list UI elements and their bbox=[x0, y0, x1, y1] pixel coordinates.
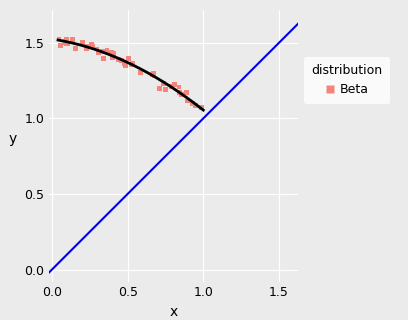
Point bbox=[168, 84, 174, 89]
Point bbox=[80, 40, 86, 45]
Point bbox=[149, 72, 155, 77]
Point bbox=[83, 44, 89, 49]
Point bbox=[129, 62, 135, 67]
Point bbox=[108, 50, 115, 55]
Point bbox=[115, 57, 122, 62]
Point bbox=[109, 56, 116, 61]
Point bbox=[129, 61, 136, 66]
Point bbox=[192, 103, 199, 108]
Y-axis label: y: y bbox=[9, 132, 17, 146]
Point bbox=[118, 58, 125, 63]
Point bbox=[160, 81, 167, 86]
Point bbox=[58, 43, 64, 48]
Legend: Beta: Beta bbox=[304, 57, 390, 104]
Point bbox=[89, 44, 95, 49]
Point bbox=[183, 90, 190, 95]
Point bbox=[63, 37, 70, 42]
Point bbox=[137, 70, 144, 76]
Point bbox=[150, 71, 157, 76]
Point bbox=[72, 46, 79, 51]
Point bbox=[189, 101, 196, 106]
Point bbox=[176, 84, 182, 90]
Point bbox=[94, 46, 100, 52]
Point bbox=[122, 63, 129, 68]
Point bbox=[125, 56, 131, 61]
Point bbox=[62, 40, 69, 45]
Point bbox=[83, 46, 89, 51]
Point bbox=[121, 61, 128, 67]
Point bbox=[95, 51, 102, 56]
Point bbox=[115, 57, 122, 62]
Point bbox=[184, 99, 191, 104]
Point bbox=[178, 92, 185, 97]
Point bbox=[100, 56, 107, 61]
Point bbox=[162, 87, 169, 92]
Point bbox=[88, 42, 95, 47]
Point bbox=[69, 37, 75, 42]
Point bbox=[171, 82, 178, 87]
Point bbox=[176, 90, 183, 95]
Point bbox=[56, 36, 62, 42]
Point bbox=[151, 74, 157, 79]
Point bbox=[65, 41, 71, 46]
X-axis label: x: x bbox=[169, 305, 177, 319]
Point bbox=[156, 86, 163, 91]
Point bbox=[63, 41, 70, 46]
Point bbox=[111, 51, 117, 56]
Point bbox=[198, 105, 204, 110]
Point bbox=[129, 61, 136, 66]
Point bbox=[100, 49, 106, 54]
Point bbox=[62, 39, 69, 44]
Point bbox=[104, 48, 110, 53]
